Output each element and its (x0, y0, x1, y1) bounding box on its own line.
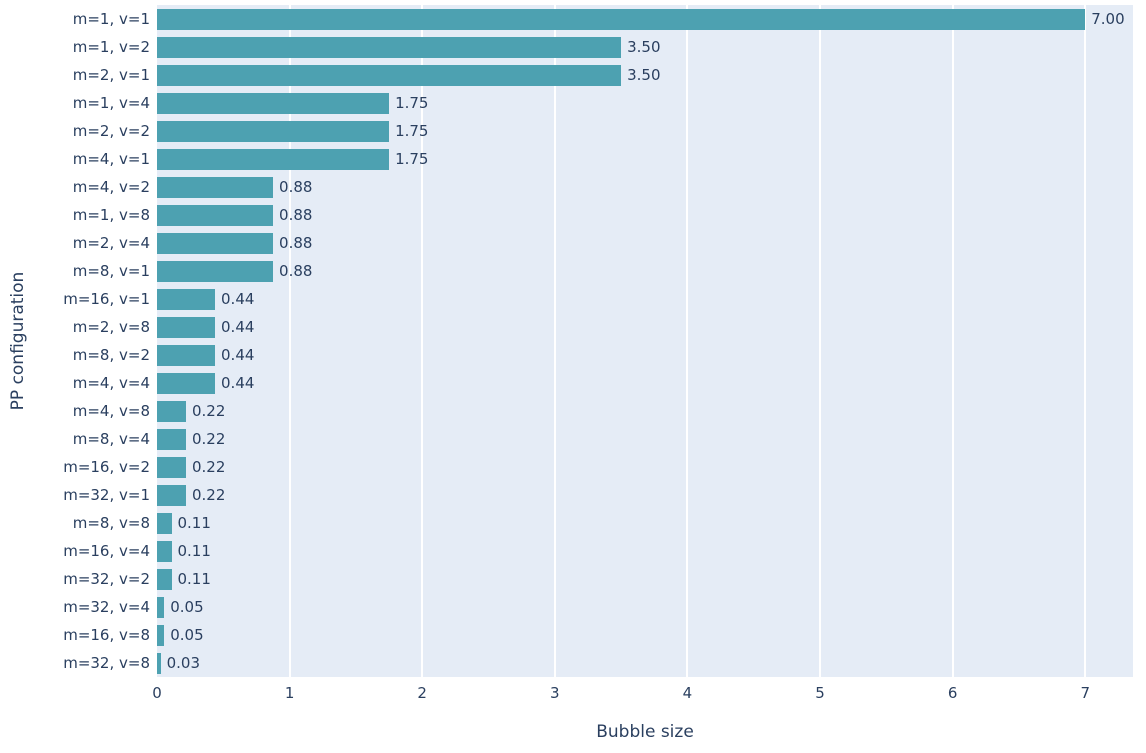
y-tick-label: m=2, v=4 (72, 234, 150, 252)
x-axis-title: Bubble size (596, 722, 694, 742)
y-tick-label: m=32, v=8 (63, 654, 150, 672)
bar (157, 120, 390, 142)
x-tick-label: 1 (284, 684, 295, 702)
bar-value-label: 0.88 (279, 178, 313, 196)
x-tick-label: 7 (1080, 684, 1091, 702)
bar (157, 512, 172, 534)
bar-value-label: 3.50 (627, 66, 661, 84)
bar-value-label: 0.11 (177, 542, 211, 560)
bar-value-label: 0.88 (279, 206, 313, 224)
y-tick-label: m=4, v=8 (72, 402, 150, 420)
y-tick-label: m=8, v=2 (72, 346, 150, 364)
gridline (951, 5, 954, 677)
bar (157, 344, 216, 366)
bar (157, 260, 274, 282)
bar-value-label: 0.88 (279, 262, 313, 280)
y-tick-label: m=2, v=2 (72, 122, 150, 140)
x-tick-label: 4 (682, 684, 693, 702)
y-tick-label: m=32, v=1 (63, 486, 150, 504)
bar-value-label: 7.00 (1091, 10, 1125, 28)
bar-value-label: 0.44 (221, 374, 255, 392)
bar-value-label: 0.22 (192, 402, 226, 420)
x-tick-label: 0 (152, 684, 162, 702)
bar (157, 232, 274, 254)
bar (157, 400, 186, 422)
y-tick-label: m=32, v=2 (63, 570, 150, 588)
bar-value-label: 0.11 (177, 570, 211, 588)
y-tick-label: m=1, v=8 (72, 206, 150, 224)
bar (157, 568, 172, 590)
y-tick-label: m=16, v=1 (63, 290, 150, 308)
y-tick-label: m=8, v=8 (72, 514, 150, 532)
y-tick-label: m=4, v=2 (72, 178, 150, 196)
bar-value-label: 0.88 (279, 234, 313, 252)
y-tick-label: m=2, v=8 (72, 318, 150, 336)
bar (157, 148, 390, 170)
y-tick-label: m=8, v=1 (72, 262, 150, 280)
bar-value-label: 0.44 (221, 346, 255, 364)
plot-area: 7.00 3.50 3.50 1.75 1.75 1.75 0.88 0.88 0.88 0.88… (157, 5, 1133, 677)
bar (157, 372, 216, 394)
bar-value-label: 0.44 (221, 318, 255, 336)
bar (157, 316, 216, 338)
y-tick-label: m=4, v=4 (72, 374, 150, 392)
y-tick-label: m=1, v=1 (72, 10, 150, 28)
bar-value-label: 1.75 (395, 122, 429, 140)
y-tick-label: m=2, v=1 (72, 66, 150, 84)
bar (157, 624, 165, 646)
x-tick-label: 3 (550, 684, 560, 702)
bar-value-label: 0.03 (166, 654, 201, 672)
bar-value-label: 1.75 (395, 150, 429, 168)
bar (157, 8, 1086, 30)
gridline (421, 5, 424, 677)
bar-value-label: 0.05 (170, 598, 204, 616)
gridline (686, 5, 689, 677)
bar (157, 204, 274, 226)
gridline (553, 5, 556, 677)
x-tick-label: 5 (815, 684, 825, 702)
bar (157, 176, 274, 198)
bar-value-label: 0.22 (192, 430, 226, 448)
bar-value-label: 0.05 (170, 626, 204, 644)
bar-value-label: 3.50 (627, 38, 661, 56)
bar-value-label: 0.22 (192, 486, 226, 504)
bar-value-label: 0.22 (192, 458, 226, 476)
gridline (1084, 5, 1087, 677)
bar (157, 288, 216, 310)
x-tick-label: 2 (417, 684, 427, 702)
bar (157, 456, 186, 478)
bar (157, 36, 622, 58)
bar (157, 596, 165, 618)
bar (157, 92, 390, 114)
y-tick-label: m=16, v=2 (63, 458, 150, 476)
bar-value-label: 0.11 (177, 514, 211, 532)
bar (157, 652, 161, 674)
y-tick-label: m=4, v=1 (72, 150, 150, 168)
gridline (819, 5, 822, 677)
y-tick-label: m=16, v=4 (63, 542, 150, 560)
y-tick-label: m=32, v=4 (63, 598, 150, 616)
y-tick-label: m=16, v=8 (63, 626, 150, 644)
y-tick-label: m=1, v=2 (72, 38, 150, 56)
y-tick-label: m=1, v=4 (72, 94, 150, 112)
bar (157, 484, 186, 506)
gridline (288, 5, 291, 677)
bar (157, 428, 186, 450)
bar-value-label: 0.44 (221, 290, 255, 308)
bar-value-label: 1.75 (395, 94, 429, 112)
y-tick-label: m=8, v=4 (72, 430, 150, 448)
bar (157, 540, 172, 562)
x-tick-label: 6 (947, 684, 958, 702)
bar (157, 64, 622, 86)
